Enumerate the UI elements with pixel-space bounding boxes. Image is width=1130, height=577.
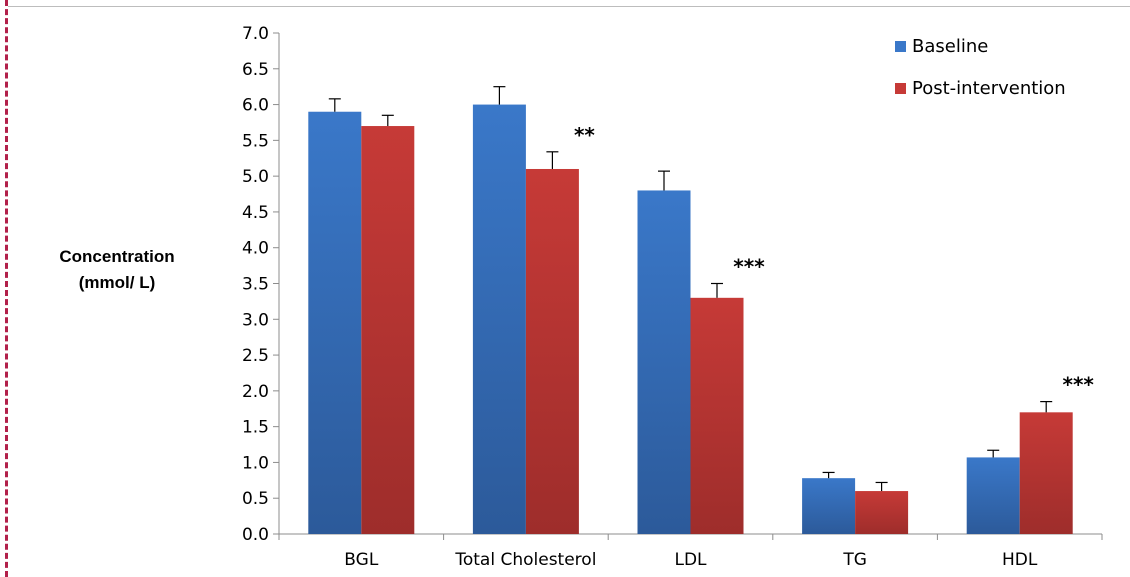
y-tick-label: 3.5 [242, 275, 269, 295]
legend-swatch [895, 41, 906, 52]
bar-baseline [308, 111, 362, 534]
y-axis-label-line-2: (mmol/ L) [78, 273, 156, 292]
y-tick-label: 5.5 [242, 131, 269, 151]
bar-baseline [966, 457, 1020, 534]
x-tick-label: TG [842, 550, 867, 570]
y-tick-label: 1.5 [242, 418, 269, 438]
y-tick-label: 2.5 [242, 346, 269, 366]
legend-swatch [895, 83, 906, 94]
bar-post-intervention [855, 491, 909, 534]
y-axis-label-line-1: Concentration [59, 247, 175, 266]
significance-marker: *** [1063, 373, 1095, 397]
y-tick-label: 5.0 [242, 167, 269, 187]
x-tick-label: LDL [674, 550, 707, 570]
left-dashed-border [5, 0, 8, 577]
y-tick-label: 4.5 [242, 203, 269, 223]
y-tick-label: 0.5 [242, 489, 269, 509]
x-tick-label: HDL [1002, 550, 1038, 570]
bar-post-intervention [690, 297, 744, 534]
y-tick-label: 1.0 [242, 453, 269, 473]
significance-marker: ** [574, 123, 595, 147]
x-tick-label: Total Cholesterol [454, 550, 596, 570]
y-tick-label: 0.0 [242, 525, 269, 545]
bar-baseline [472, 104, 526, 535]
bar-post-intervention [525, 168, 579, 534]
y-tick-label: 6.5 [242, 60, 269, 80]
significance-marker: *** [733, 255, 765, 279]
bar-post-intervention [361, 126, 415, 535]
legend-label: Baseline [912, 36, 988, 57]
y-tick-label: 2.0 [242, 382, 269, 402]
y-tick-label: 4.0 [242, 239, 269, 259]
bar-baseline [637, 190, 691, 534]
legend-label: Post-intervention [912, 78, 1066, 99]
bar-post-intervention [1019, 412, 1073, 534]
top-border-line [8, 6, 1130, 7]
y-axis-label: Concentration (mmol/ L) [22, 244, 212, 296]
y-tick-label: 6.0 [242, 96, 269, 116]
y-tick-label: 3.0 [242, 310, 269, 330]
y-tick-label: 7.0 [242, 24, 269, 44]
bar-baseline [802, 478, 856, 534]
x-tick-label: BGL [344, 550, 379, 570]
